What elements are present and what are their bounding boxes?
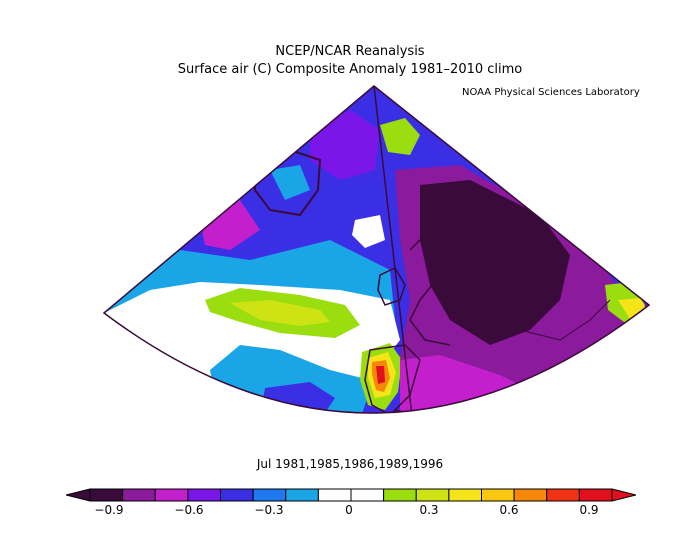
colorbar-swatch xyxy=(350,488,385,502)
colorbar-swatch xyxy=(481,488,515,502)
colorbar-swatch xyxy=(285,488,319,502)
iberia-coastline xyxy=(364,344,421,414)
colorbar-swatch xyxy=(383,488,417,502)
colorbar-swatch xyxy=(317,488,352,502)
colorbar xyxy=(66,488,636,502)
anomaly-field-lightblue-north xyxy=(270,165,310,200)
colorbar-tick-label: 0.9 xyxy=(579,503,599,517)
anomaly-field-violet-north xyxy=(310,110,380,180)
map-outline xyxy=(102,85,651,414)
anomaly-field-magenta-south xyxy=(400,355,540,414)
colorbar-swatches xyxy=(66,488,636,502)
north-africa-coastline xyxy=(394,409,601,414)
composite-years-caption: Jul 1981,1985,1986,1989,1996 xyxy=(256,457,444,471)
anomaly-field-warm-red xyxy=(376,366,385,384)
colorbar-swatch xyxy=(546,488,580,502)
credit-label: NOAA Physical Sciences Laboratory xyxy=(462,87,640,98)
colorbar-swatch xyxy=(220,488,254,502)
figure-title: NCEP/NCAR Reanalysis xyxy=(275,44,425,59)
colorbar-max-arrow xyxy=(611,488,636,502)
anomaly-field-green-north xyxy=(380,118,420,155)
border-lines xyxy=(519,299,611,341)
figure-subtitle: Surface air (C) Composite Anomaly 1981–2… xyxy=(177,62,523,77)
colorbar-swatch xyxy=(187,488,221,502)
colorbar-tick-label: −0.6 xyxy=(174,503,204,517)
colorbar-swatch xyxy=(578,488,613,502)
colorbar-swatch xyxy=(122,488,156,502)
anomaly-field-yellowgreen-band xyxy=(230,300,330,326)
colorbar-swatch xyxy=(154,488,189,502)
anomaly-field-white-north xyxy=(352,215,385,248)
anomaly-field-darkpurple-core xyxy=(420,180,570,345)
colorbar-tick-label: 0.3 xyxy=(419,503,439,517)
colorbar-swatch xyxy=(448,488,482,502)
colorbar-tick-label: 0.6 xyxy=(499,503,519,517)
colorbar-swatch xyxy=(415,488,450,502)
colorbar-tick-label: −0.9 xyxy=(94,503,124,517)
colorbar-swatch xyxy=(252,488,287,502)
colorbar-tick-label: −0.3 xyxy=(254,503,284,517)
colorbar-min-arrow xyxy=(66,488,91,502)
map-fill xyxy=(104,86,649,414)
colorbar-swatch xyxy=(513,488,548,502)
colorbar-swatch xyxy=(89,488,124,502)
colorbar-tick-label: 0 xyxy=(345,503,353,517)
prime-meridian-line xyxy=(373,86,416,414)
europe-coastline xyxy=(409,228,456,346)
